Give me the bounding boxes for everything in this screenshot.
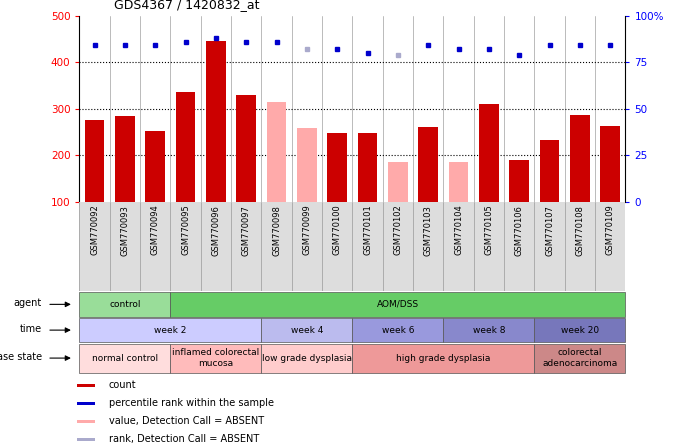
Bar <box>418 127 438 202</box>
Text: week 20: week 20 <box>561 325 599 335</box>
Bar <box>570 115 589 202</box>
Bar <box>297 128 316 202</box>
Text: AOM/DSS: AOM/DSS <box>377 300 419 309</box>
Text: rank, Detection Call = ABSENT: rank, Detection Call = ABSENT <box>108 434 259 444</box>
Text: GSM770102: GSM770102 <box>393 205 402 255</box>
Bar <box>267 102 287 202</box>
Bar <box>534 344 625 373</box>
Text: week 4: week 4 <box>291 325 323 335</box>
Text: control: control <box>109 300 141 309</box>
Bar <box>145 131 165 202</box>
Text: GSM770098: GSM770098 <box>272 205 281 256</box>
Text: GSM770095: GSM770095 <box>181 205 190 255</box>
Bar <box>261 344 352 373</box>
Text: week 8: week 8 <box>473 325 505 335</box>
Text: GSM770101: GSM770101 <box>363 205 372 255</box>
Text: agent: agent <box>14 298 42 308</box>
Bar <box>479 104 499 202</box>
Bar <box>176 92 196 202</box>
Text: GSM770109: GSM770109 <box>606 205 615 255</box>
Bar <box>115 116 135 202</box>
Text: GSM770092: GSM770092 <box>90 205 99 255</box>
Text: low grade dysplasia: low grade dysplasia <box>262 353 352 363</box>
Bar <box>448 163 468 202</box>
Text: value, Detection Call = ABSENT: value, Detection Call = ABSENT <box>108 416 264 426</box>
Bar <box>540 140 560 202</box>
Text: GSM770096: GSM770096 <box>211 205 220 256</box>
Text: count: count <box>108 380 136 390</box>
Bar <box>328 133 347 202</box>
Text: week 6: week 6 <box>381 325 414 335</box>
Bar <box>352 318 444 342</box>
Bar <box>261 318 352 342</box>
Bar <box>358 134 377 202</box>
Text: week 2: week 2 <box>154 325 187 335</box>
Text: GSM770100: GSM770100 <box>333 205 342 255</box>
Bar <box>77 402 95 404</box>
Bar <box>79 318 261 342</box>
Text: GSM770107: GSM770107 <box>545 205 554 256</box>
Bar <box>77 384 95 387</box>
Bar <box>206 41 226 202</box>
Bar <box>534 318 625 342</box>
Bar <box>77 420 95 423</box>
Text: GSM770108: GSM770108 <box>576 205 585 256</box>
Text: GDS4367 / 1420832_at: GDS4367 / 1420832_at <box>114 0 260 11</box>
Text: colorectal
adenocarcinoma: colorectal adenocarcinoma <box>542 349 618 368</box>
Text: GSM770097: GSM770097 <box>242 205 251 256</box>
Text: GSM770093: GSM770093 <box>120 205 129 256</box>
Text: GSM770094: GSM770094 <box>151 205 160 255</box>
Bar <box>388 163 408 202</box>
Text: time: time <box>19 324 42 334</box>
Bar <box>171 292 625 317</box>
Text: percentile rank within the sample: percentile rank within the sample <box>108 398 274 408</box>
Text: GSM770106: GSM770106 <box>515 205 524 256</box>
Text: GSM770099: GSM770099 <box>303 205 312 255</box>
Text: GSM770103: GSM770103 <box>424 205 433 256</box>
Text: normal control: normal control <box>92 353 158 363</box>
Bar <box>171 344 261 373</box>
Text: disease state: disease state <box>0 352 42 362</box>
Bar <box>236 95 256 202</box>
Bar <box>77 438 95 440</box>
Bar <box>85 120 104 202</box>
Bar <box>79 344 171 373</box>
Text: high grade dysplasia: high grade dysplasia <box>396 353 491 363</box>
Bar <box>79 292 171 317</box>
Text: inflamed colorectal
mucosa: inflamed colorectal mucosa <box>172 349 260 368</box>
Bar <box>352 344 534 373</box>
Text: GSM770104: GSM770104 <box>454 205 463 255</box>
Bar <box>600 126 620 202</box>
Bar <box>509 160 529 202</box>
Text: GSM770105: GSM770105 <box>484 205 493 255</box>
Bar <box>444 318 534 342</box>
